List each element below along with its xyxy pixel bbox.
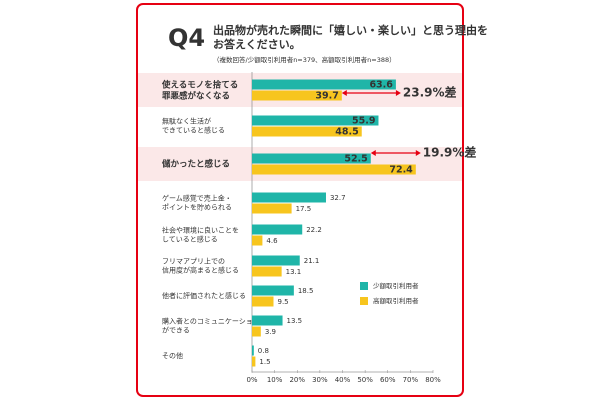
bar — [252, 126, 362, 137]
x-tick-label: 50% — [357, 376, 373, 384]
value-label: 63.6 — [369, 80, 393, 91]
value-label: 13.1 — [286, 268, 302, 276]
value-label: 4.6 — [266, 237, 278, 245]
value-label: 18.5 — [298, 287, 314, 295]
value-label: 55.9 — [352, 116, 375, 127]
bar — [252, 90, 342, 101]
x-tick-label: 30% — [312, 376, 328, 384]
x-tick-label: 80% — [425, 376, 441, 384]
difference-annotation: 19.9%差 — [423, 145, 477, 160]
bar — [252, 203, 292, 214]
value-label: 21.1 — [304, 257, 320, 265]
row-highlight — [138, 73, 462, 107]
category-label: 他者に評価されたと感じる — [162, 291, 246, 300]
value-label: 39.7 — [315, 91, 338, 102]
value-label: 22.2 — [306, 226, 322, 234]
arrow-head — [415, 150, 421, 156]
difference-annotation: 23.9%差 — [403, 85, 457, 100]
category-label: 購入者とのコミュニケーションができる — [162, 317, 260, 335]
bar — [252, 266, 282, 277]
chart-title: Q4 — [168, 24, 205, 52]
category-label: 使えるモノを捨てる罪悪感がなくなる — [161, 79, 238, 101]
bar — [252, 224, 303, 235]
bar — [252, 345, 254, 356]
category-label: フリマアプリ上での信用度が高まると感じる — [162, 257, 239, 275]
category-label: 無駄なく生活ができていると感じる — [162, 117, 225, 135]
bar — [252, 285, 294, 296]
category-label: その他 — [162, 351, 183, 360]
value-label: 52.5 — [344, 154, 367, 165]
bar — [252, 115, 379, 126]
bar — [252, 79, 396, 90]
bar — [252, 356, 256, 367]
x-tick-label: 10% — [267, 376, 283, 384]
value-label: 1.5 — [259, 358, 270, 366]
chart-subtitle: 出品物が売れた瞬間に「嬉しい・楽しい」と思う理由をお答えください。 — [213, 23, 488, 51]
value-label: 9.5 — [277, 298, 288, 306]
category-label: 儲かったと感じる — [161, 159, 230, 170]
value-label: 32.7 — [330, 194, 346, 202]
bar — [252, 326, 261, 337]
value-label: 3.9 — [265, 328, 276, 336]
chart-note: （複数回答/少額取引利用者n=379、高額取引利用者n=388） — [213, 55, 396, 64]
legend-swatch — [360, 297, 368, 305]
value-label: 17.5 — [296, 205, 312, 213]
bar — [252, 315, 283, 326]
value-label: 48.5 — [335, 127, 358, 138]
x-tick-label: 60% — [380, 376, 396, 384]
arrow-head — [370, 150, 376, 156]
bar — [252, 192, 326, 203]
x-tick-label: 20% — [289, 376, 305, 384]
value-label: 72.4 — [389, 165, 413, 176]
x-tick-label: 70% — [403, 376, 419, 384]
value-label: 13.5 — [287, 317, 303, 325]
legend-label: 高額取引利用者 — [373, 296, 419, 305]
bar — [252, 153, 371, 164]
x-tick-label: 40% — [335, 376, 351, 384]
legend-swatch — [360, 282, 368, 290]
category-label: 社会や環境に良いことをしていると感じる — [162, 226, 239, 244]
legend-label: 少額取引利用者 — [373, 281, 419, 290]
arrow-head — [395, 90, 401, 96]
x-tick-label: 0% — [246, 376, 257, 384]
bar — [252, 164, 416, 175]
bar — [252, 296, 274, 307]
arrow-head — [341, 90, 347, 96]
category-label: ゲーム感覚で売上金・ポイントを貯められる — [162, 194, 232, 212]
bar — [252, 235, 263, 246]
value-label: 0.8 — [258, 347, 269, 355]
bar — [252, 255, 300, 266]
